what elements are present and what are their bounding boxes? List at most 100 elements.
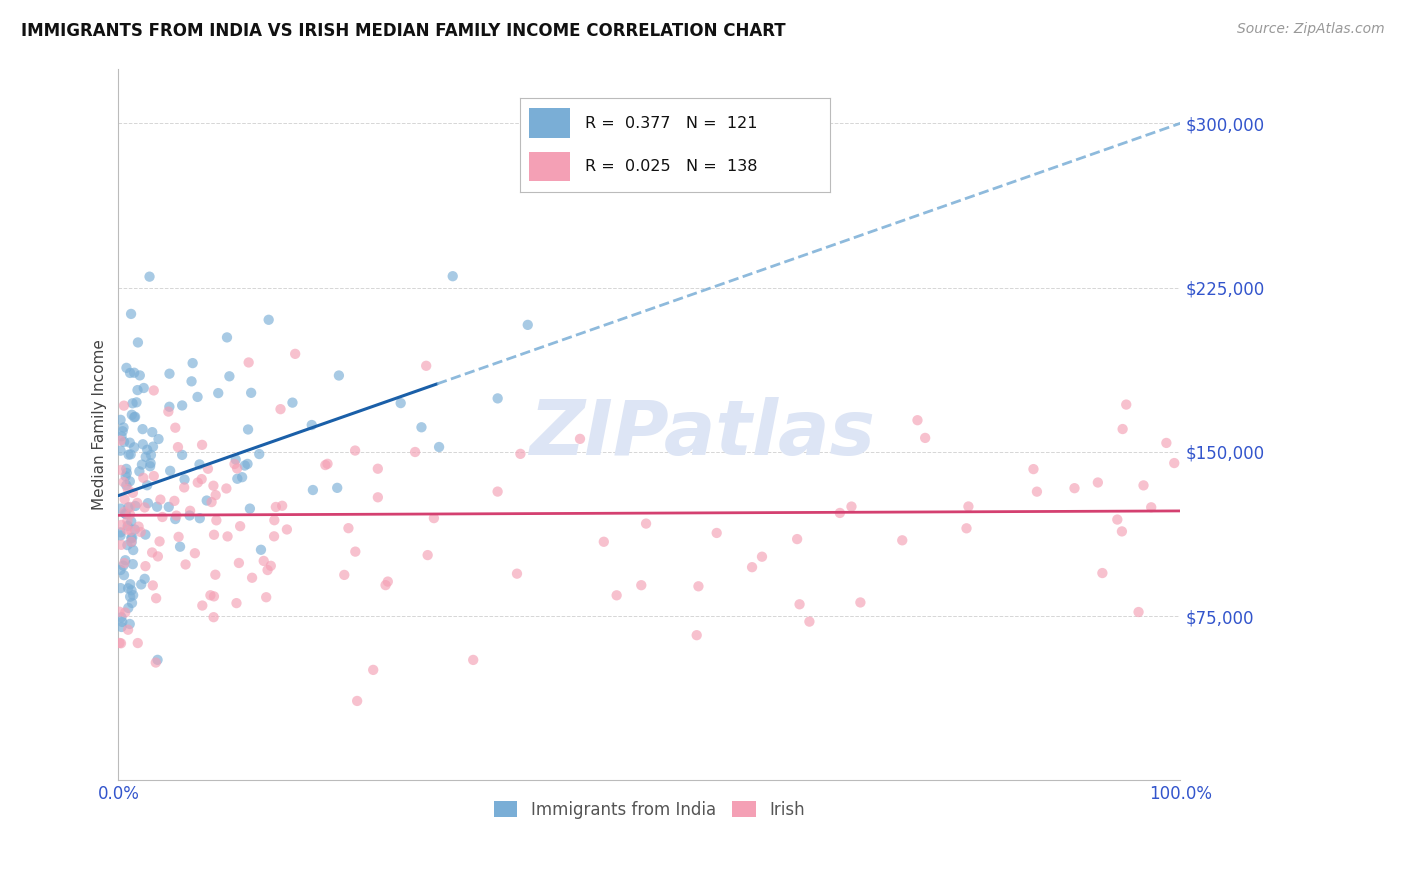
Point	[120, 500, 142, 514]
Point	[110, 620, 132, 634]
Point	[136, 496, 159, 510]
Point	[302, 483, 325, 497]
Point	[202, 528, 225, 542]
Point	[256, 563, 278, 577]
Point	[110, 413, 132, 427]
Point	[124, 499, 146, 513]
Point	[110, 525, 132, 540]
Point	[118, 475, 141, 489]
Point	[253, 554, 276, 568]
Point	[142, 384, 165, 398]
Point	[110, 610, 132, 624]
Point	[238, 355, 260, 369]
Point	[159, 464, 181, 478]
Point	[741, 560, 763, 574]
Point	[117, 482, 139, 496]
Point	[1063, 481, 1085, 495]
Point	[264, 500, 287, 514]
Point	[326, 481, 349, 495]
Point	[486, 484, 509, 499]
Point	[127, 636, 149, 650]
Point	[957, 500, 980, 514]
Point	[1163, 456, 1185, 470]
Point	[427, 440, 450, 454]
Point	[204, 488, 226, 502]
Point	[284, 347, 307, 361]
Point	[415, 359, 437, 373]
Point	[139, 459, 162, 474]
Point	[112, 399, 135, 413]
Point	[120, 307, 142, 321]
Point	[165, 508, 187, 523]
Point	[111, 615, 134, 629]
Point	[115, 508, 138, 522]
Point	[129, 577, 152, 591]
Point	[1115, 398, 1137, 412]
Point	[1156, 436, 1178, 450]
Point	[112, 568, 135, 582]
Point	[389, 396, 412, 410]
Point	[226, 472, 249, 486]
Point	[914, 431, 936, 445]
Point	[121, 485, 143, 500]
Point	[344, 544, 367, 558]
Point	[636, 516, 658, 531]
Point	[1087, 475, 1109, 490]
Point	[314, 458, 336, 472]
Point	[110, 429, 132, 443]
Point	[404, 445, 426, 459]
Point	[202, 610, 225, 624]
Point	[134, 572, 156, 586]
Point	[115, 478, 138, 492]
Point	[118, 508, 141, 522]
Point	[165, 420, 187, 434]
Point	[367, 461, 389, 475]
Point	[204, 567, 226, 582]
Point	[112, 556, 135, 570]
Point	[132, 471, 155, 485]
Point	[228, 556, 250, 570]
Point	[377, 574, 399, 589]
Point	[114, 606, 136, 620]
Point	[149, 492, 172, 507]
Point	[142, 440, 165, 454]
Point	[205, 513, 228, 527]
Point	[157, 500, 180, 514]
Text: R =  0.025   N =  138: R = 0.025 N = 138	[585, 159, 758, 174]
Point	[181, 356, 204, 370]
Point	[120, 366, 142, 380]
Point	[122, 366, 145, 380]
Point	[236, 457, 259, 471]
Point	[374, 578, 396, 592]
Point	[1026, 484, 1049, 499]
Point	[117, 601, 139, 615]
Point	[202, 479, 225, 493]
Point	[110, 443, 132, 458]
Point	[260, 558, 283, 573]
Point	[247, 447, 270, 461]
Text: IMMIGRANTS FROM INDIA VS IRISH MEDIAN FAMILY INCOME CORRELATION CHART: IMMIGRANTS FROM INDIA VS IRISH MEDIAN FA…	[21, 22, 786, 40]
Point	[187, 475, 209, 490]
Point	[1111, 524, 1133, 539]
Point	[191, 438, 214, 452]
Point	[135, 450, 157, 464]
Point	[111, 424, 134, 438]
Point	[172, 448, 194, 462]
Point	[516, 318, 538, 332]
Point	[463, 653, 485, 667]
Point	[301, 417, 323, 432]
Point	[165, 512, 187, 526]
Point	[131, 458, 153, 472]
Point	[122, 410, 145, 425]
Point	[225, 596, 247, 610]
Point	[132, 381, 155, 395]
Point	[239, 501, 262, 516]
Point	[122, 440, 145, 454]
Point	[139, 456, 162, 470]
Point	[1107, 512, 1129, 526]
Point	[122, 588, 145, 602]
Point	[115, 466, 138, 480]
Point	[1132, 478, 1154, 492]
Point	[110, 538, 132, 552]
Bar	[530, 152, 569, 181]
